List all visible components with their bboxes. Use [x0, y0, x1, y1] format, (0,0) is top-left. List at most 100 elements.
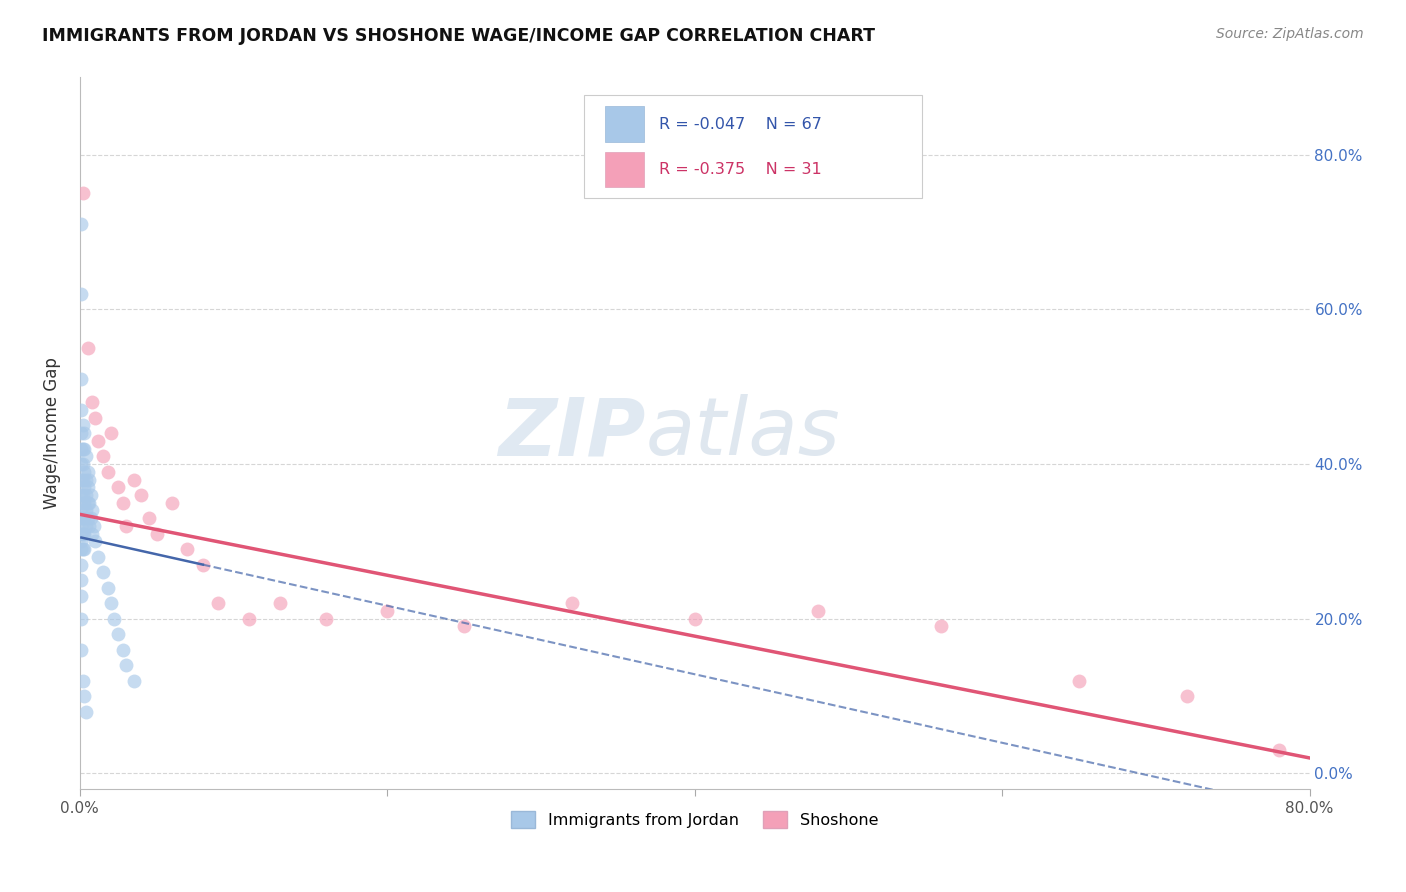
Point	[145, 526, 167, 541]
Point	[73, 526, 96, 541]
Point	[84, 534, 107, 549]
Point	[70, 503, 93, 517]
Point	[70, 558, 93, 572]
Point	[70, 403, 93, 417]
Point	[73, 442, 96, 456]
Point	[72, 496, 94, 510]
Point	[122, 673, 145, 688]
Point	[76, 496, 98, 510]
Point	[70, 511, 93, 525]
Point	[269, 596, 291, 610]
FancyBboxPatch shape	[605, 106, 644, 142]
Text: R = -0.047    N = 67: R = -0.047 N = 67	[659, 117, 823, 132]
Point	[131, 488, 153, 502]
Point	[72, 511, 94, 525]
Point	[82, 395, 104, 409]
Point	[160, 496, 183, 510]
Point	[76, 480, 98, 494]
Point	[70, 287, 93, 301]
Point	[122, 473, 145, 487]
Point	[75, 503, 97, 517]
Point	[70, 612, 93, 626]
Point	[191, 558, 214, 572]
Point	[70, 534, 93, 549]
Point	[79, 488, 101, 502]
Point	[72, 542, 94, 557]
Point	[77, 473, 100, 487]
Point	[76, 465, 98, 479]
Point	[91, 450, 114, 464]
Point	[79, 511, 101, 525]
Point	[70, 488, 93, 502]
Point	[70, 589, 93, 603]
Point	[1067, 673, 1090, 688]
Point	[75, 705, 97, 719]
Point	[82, 526, 104, 541]
Point	[929, 619, 952, 633]
Point	[91, 566, 114, 580]
Point	[70, 519, 93, 533]
Point	[453, 619, 475, 633]
Point	[72, 473, 94, 487]
Point	[375, 604, 398, 618]
Point	[70, 542, 93, 557]
Legend: Immigrants from Jordan, Shoshone: Immigrants from Jordan, Shoshone	[505, 805, 884, 834]
Point	[103, 612, 125, 626]
Point	[70, 573, 93, 587]
Point	[111, 642, 134, 657]
Point	[73, 426, 96, 441]
Point	[77, 519, 100, 533]
Point	[75, 519, 97, 533]
Point	[238, 612, 260, 626]
Point	[73, 465, 96, 479]
Point	[70, 218, 93, 232]
Point	[1268, 743, 1291, 757]
Point	[70, 642, 93, 657]
Point	[75, 450, 97, 464]
Point	[96, 465, 118, 479]
Point	[73, 480, 96, 494]
Point	[87, 434, 110, 448]
Point	[72, 442, 94, 456]
Point	[72, 673, 94, 688]
Point	[70, 473, 93, 487]
Point	[72, 488, 94, 502]
Point	[100, 426, 122, 441]
Point	[683, 612, 706, 626]
Point	[70, 372, 93, 386]
Point	[107, 627, 129, 641]
Point	[73, 542, 96, 557]
FancyBboxPatch shape	[583, 95, 922, 198]
Point	[75, 488, 97, 502]
Text: atlas: atlas	[645, 394, 841, 472]
Point	[1175, 689, 1198, 703]
Text: IMMIGRANTS FROM JORDAN VS SHOSHONE WAGE/INCOME GAP CORRELATION CHART: IMMIGRANTS FROM JORDAN VS SHOSHONE WAGE/…	[42, 27, 875, 45]
Point	[176, 542, 198, 557]
Point	[70, 457, 93, 471]
Point	[70, 426, 93, 441]
Point	[315, 612, 337, 626]
Point	[111, 496, 134, 510]
Point	[100, 596, 122, 610]
Point	[83, 519, 105, 533]
Point	[87, 549, 110, 564]
Text: ZIP: ZIP	[498, 394, 645, 472]
Point	[138, 511, 160, 525]
Point	[561, 596, 583, 610]
Point	[77, 496, 100, 510]
Point	[115, 519, 138, 533]
FancyBboxPatch shape	[605, 152, 644, 187]
Point	[70, 442, 93, 456]
Point	[107, 480, 129, 494]
Point	[115, 658, 138, 673]
Point	[82, 503, 104, 517]
Point	[72, 457, 94, 471]
Point	[76, 341, 98, 355]
Point	[807, 604, 830, 618]
Point	[84, 410, 107, 425]
Point	[72, 418, 94, 433]
Point	[73, 689, 96, 703]
Point	[73, 496, 96, 510]
Point	[73, 511, 96, 525]
Point	[207, 596, 229, 610]
